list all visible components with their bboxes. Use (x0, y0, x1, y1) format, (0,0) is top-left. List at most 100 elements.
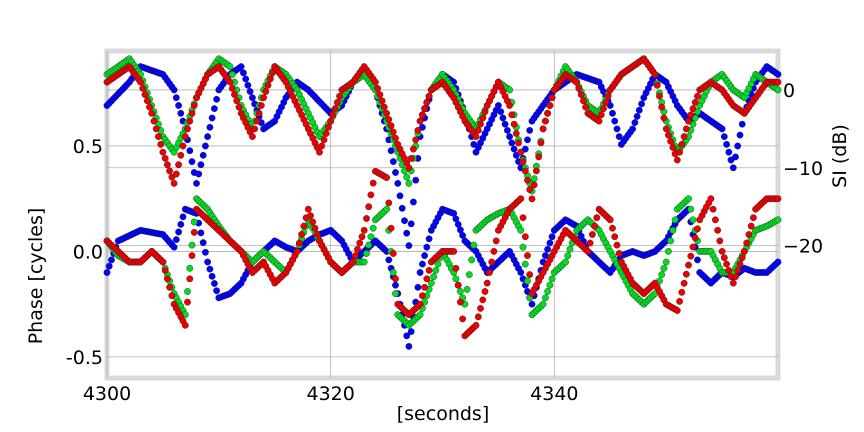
data-marks (103, 55, 782, 350)
blue-phase-point (418, 260, 426, 268)
red-si-point (656, 92, 663, 100)
red-si-point (260, 94, 267, 102)
blue-si-point (392, 169, 399, 176)
green-phase-point (456, 288, 464, 295)
red-si-point (530, 181, 538, 189)
green-phase-point (774, 216, 782, 224)
red-phase-point (423, 275, 431, 283)
red-si-point (537, 139, 545, 147)
red-phase-point (349, 258, 357, 266)
red-phase-point (589, 231, 596, 238)
red-si-point (378, 97, 386, 105)
red-si-point (226, 78, 234, 86)
phase-tick-label: -0.5 (66, 347, 103, 369)
red-si-point (331, 105, 339, 113)
blue-si-point (403, 229, 411, 237)
red-phase-point (519, 214, 527, 222)
blue-si-point (210, 105, 218, 113)
blue-phase-point (694, 256, 701, 264)
red-phase-point (479, 296, 487, 304)
red-si-point (535, 153, 543, 161)
red-phase-point (676, 297, 683, 305)
red-phase-point (738, 254, 746, 262)
red-phase-point (609, 224, 616, 232)
blue-si-point (501, 120, 509, 128)
blue-si-point (389, 158, 397, 166)
red-phase-point (186, 275, 194, 283)
red-si-point (474, 126, 482, 134)
blue-phase-point (546, 239, 554, 247)
red-phase-point (474, 313, 482, 321)
green-phase-point (365, 241, 373, 249)
blue-si-point (193, 179, 200, 187)
red-phase-point (492, 237, 500, 245)
red-si-point (508, 111, 516, 119)
green-phase-point (546, 281, 554, 289)
red-si-point (141, 91, 149, 99)
red-si-point (233, 97, 241, 105)
green-si-point (228, 71, 236, 78)
red-si-point (374, 85, 381, 92)
red-si-point (680, 133, 688, 141)
red-si-point (181, 133, 189, 141)
red-si-point (163, 161, 171, 169)
blue-si-point (188, 158, 196, 166)
red-phase-point (720, 254, 728, 262)
blue-si-point (774, 71, 782, 78)
red-phase-point (450, 247, 458, 255)
blue-phase-point (208, 272, 216, 280)
red-si-point (157, 140, 165, 148)
blue-phase-point (774, 258, 782, 266)
red-phase-point (734, 266, 742, 274)
blue-si-point (208, 114, 216, 122)
blue-phase-point (425, 235, 433, 243)
green-phase-point (465, 271, 473, 278)
blue-si-point (405, 242, 413, 250)
red-phase-point (358, 233, 366, 241)
blue-si-point (396, 192, 404, 200)
red-phase-point (168, 292, 176, 300)
blue-phase-point (421, 252, 428, 260)
red-si-point (577, 91, 585, 99)
blue-phase-point (544, 245, 551, 253)
red-phase-point (188, 252, 196, 260)
blue-si-point (170, 86, 178, 94)
green-si-point (403, 173, 411, 181)
red-si-point (512, 130, 520, 137)
red-phase-point (586, 239, 594, 247)
red-si-point (524, 176, 531, 184)
red-si-point (421, 105, 428, 113)
red-phase-point (354, 245, 361, 253)
blue-si-point (412, 176, 420, 184)
blue-si-point (508, 139, 516, 147)
red-phase-point (293, 247, 301, 255)
red-phase-point (363, 215, 370, 222)
red-si-point (582, 103, 589, 111)
x-tick-label: 4320 (306, 383, 354, 405)
red-si-point (546, 102, 554, 109)
green-phase-point (660, 264, 668, 272)
red-phase-point (741, 247, 748, 255)
blue-si-point (398, 204, 406, 212)
red-si-point (597, 111, 605, 119)
red-phase-point (425, 266, 433, 274)
green-phase-point (566, 245, 574, 253)
blue-si-point (729, 164, 737, 172)
red-phase-point (472, 321, 480, 329)
green-phase-point (665, 247, 672, 255)
green-phase-point (658, 271, 666, 278)
blue-si-point (629, 125, 636, 133)
red-si-point (548, 94, 556, 102)
red-phase-point (369, 179, 377, 187)
blue-phase-point (210, 280, 218, 287)
green-phase-point (383, 205, 390, 213)
red-si-point (521, 167, 529, 175)
red-si-point (689, 105, 697, 113)
red-si-point (137, 78, 144, 86)
red-phase-point (365, 203, 373, 211)
red-phase-point (360, 226, 368, 234)
blue-si-point (497, 108, 505, 116)
red-phase-point (694, 225, 701, 233)
blue-si-point (723, 140, 730, 148)
red-si-point (669, 144, 677, 151)
